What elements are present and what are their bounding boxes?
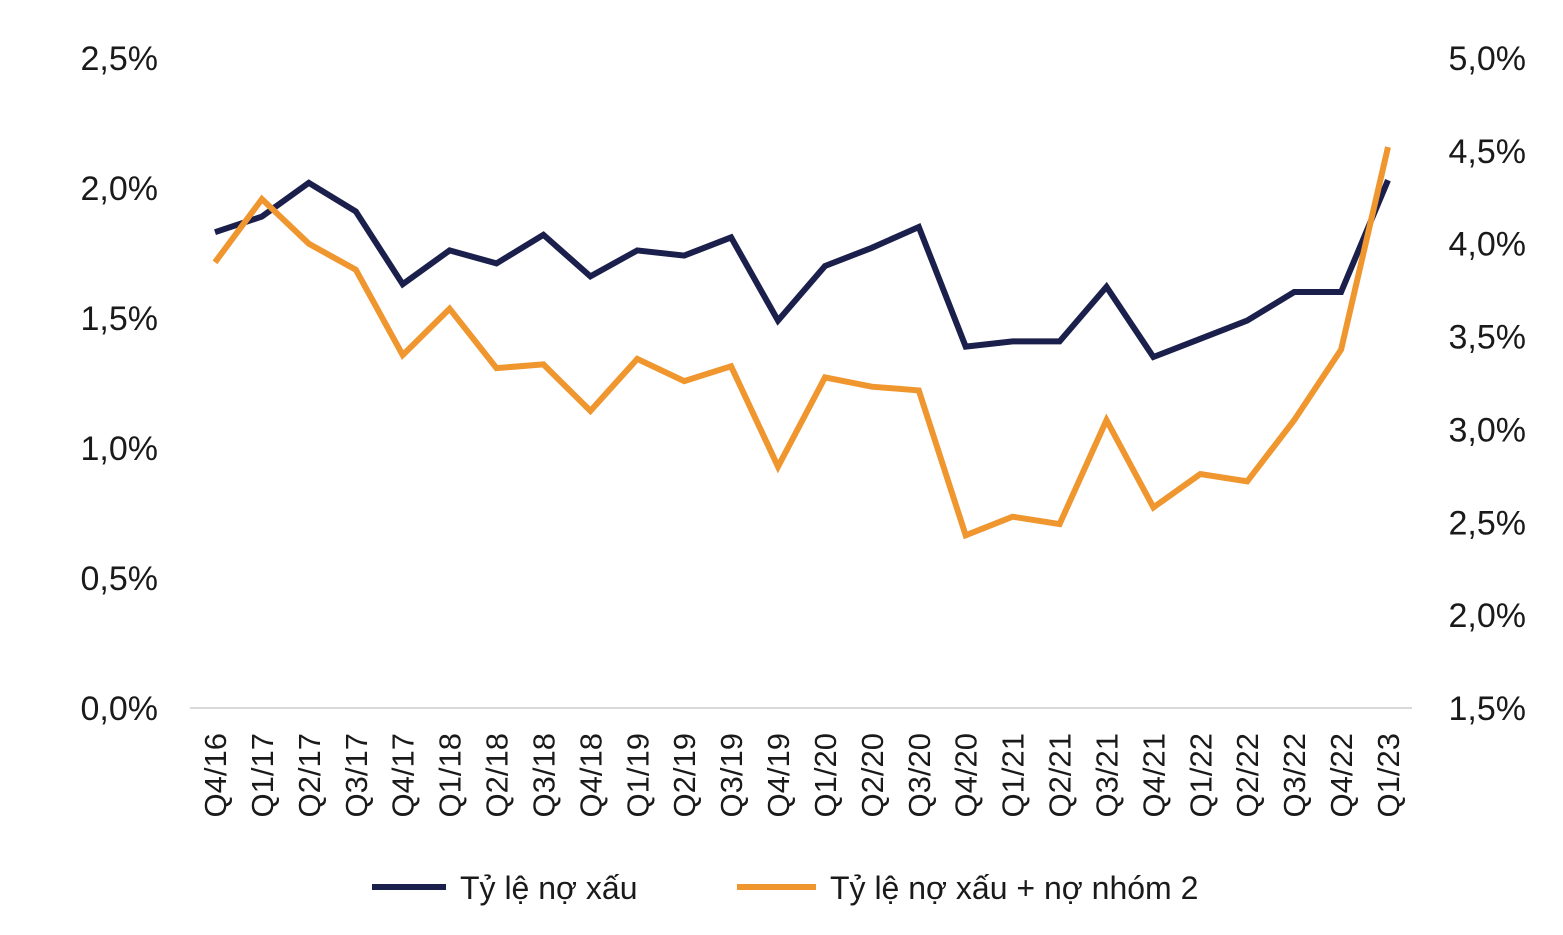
- right-axis: 1,5% 2,0% 2,5% 3,0% 3,5% 4,0% 4,5% 5,0%: [1449, 40, 1527, 728]
- right-tick-label: 4,5%: [1449, 133, 1527, 171]
- x-tick-label: Q4/21: [1136, 733, 1171, 817]
- right-tick-label: 1,5%: [1449, 690, 1527, 728]
- x-tick-label: Q3/21: [1089, 733, 1124, 817]
- x-tick-label: Q1/21: [996, 733, 1031, 817]
- x-tick-label: Q3/20: [902, 733, 937, 817]
- x-tick-label: Q1/18: [433, 733, 468, 817]
- x-tick-label: Q4/18: [573, 733, 608, 817]
- series-line-1: [214, 179, 1391, 361]
- legend-label: Tỷ lệ nợ xấu: [460, 870, 638, 906]
- right-tick-label: 3,5%: [1449, 319, 1527, 357]
- x-tick-label: Q3/22: [1277, 733, 1312, 817]
- x-tick-label: Q1/19: [620, 733, 655, 817]
- left-tick-label: 0,0%: [81, 690, 159, 728]
- x-tick-label: Q4/20: [949, 733, 984, 817]
- legend-item: Tỷ lệ nợ xấu + nợ nhóm 2: [737, 870, 1198, 906]
- right-tick-label: 2,0%: [1449, 597, 1527, 635]
- left-tick-label: 2,0%: [81, 170, 159, 208]
- left-axis: 0,0% 0,5% 1,0% 1,5% 2,0% 2,5%: [81, 40, 159, 728]
- x-tick-label: Q4/16: [198, 733, 233, 817]
- x-axis: Q4/16 Q1/17 Q2/17 Q3/17 Q4/17 Q1/18 Q2/18 Q3/18…: [198, 733, 1406, 817]
- x-tick-label: Q4/22: [1324, 733, 1359, 817]
- x-tick-label: Q1/23: [1371, 733, 1406, 817]
- x-tick-label: Q2/20: [855, 733, 890, 817]
- x-tick-label: Q1/17: [245, 733, 280, 817]
- x-tick-label: Q2/21: [1043, 733, 1078, 817]
- x-tick-label: Q3/17: [339, 733, 374, 817]
- x-tick-label: Q4/17: [386, 733, 421, 817]
- x-tick-label: Q2/19: [667, 733, 702, 817]
- x-tick-label: Q3/19: [714, 733, 749, 817]
- x-tick-label: Q2/17: [292, 733, 327, 817]
- legend-item: Tỷ lệ nợ xấu: [372, 870, 638, 906]
- x-tick-label: Q3/18: [526, 733, 561, 817]
- x-tick-label: Q1/20: [808, 733, 843, 817]
- right-tick-label: 3,0%: [1449, 411, 1527, 449]
- x-tick-label: Q1/22: [1183, 733, 1218, 817]
- left-tick-label: 1,0%: [81, 430, 159, 468]
- left-tick-label: 0,5%: [81, 560, 159, 598]
- left-tick-label: 1,5%: [81, 300, 159, 338]
- series-line-2: [212, 146, 1391, 540]
- x-tick-label: Q2/22: [1230, 733, 1265, 817]
- x-tick-label: Q4/19: [761, 733, 796, 817]
- legend-label: Tỷ lệ nợ xấu + nợ nhóm 2: [830, 870, 1198, 906]
- plot-area: [212, 146, 1391, 540]
- right-tick-label: 2,5%: [1449, 504, 1527, 542]
- right-tick-label: 4,0%: [1449, 226, 1527, 264]
- right-tick-label: 5,0%: [1449, 40, 1527, 78]
- legend: Tỷ lệ nợ xấu Tỷ lệ nợ xấu + nợ nhóm 2: [372, 870, 1198, 906]
- left-tick-label: 2,5%: [81, 40, 159, 78]
- x-tick-label: Q2/18: [480, 733, 515, 817]
